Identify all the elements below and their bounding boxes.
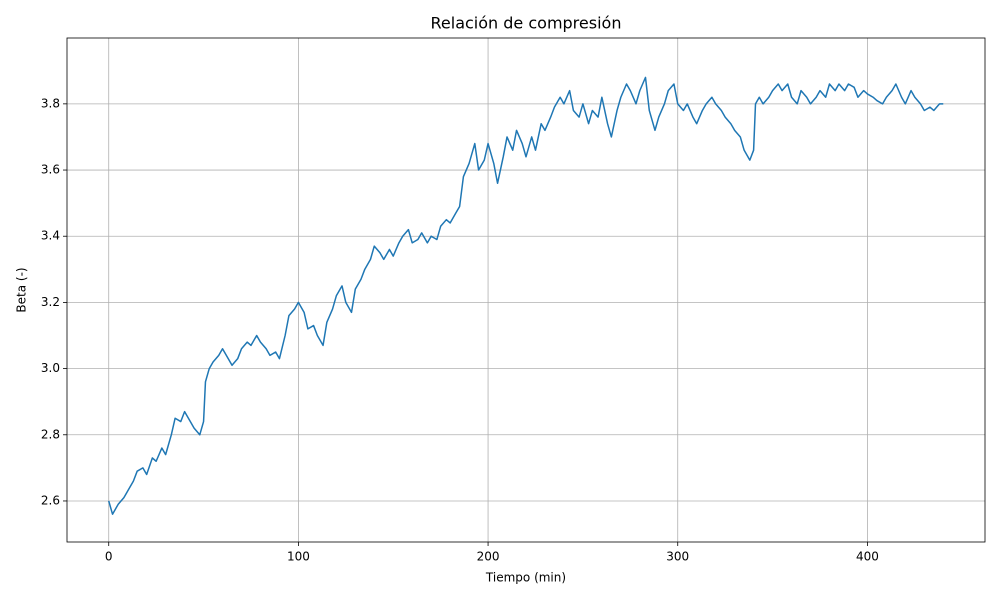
y-axis-label: Beta (-) bbox=[15, 267, 29, 312]
y-tick-label: 3.6 bbox=[41, 163, 60, 177]
x-axis-label: Tiempo (min) bbox=[485, 571, 566, 585]
x-tick-label: 200 bbox=[477, 550, 500, 564]
y-tick-label: 3.4 bbox=[41, 229, 60, 243]
y-tick-label: 2.8 bbox=[41, 427, 60, 441]
x-tick-label: 0 bbox=[105, 550, 113, 564]
y-tick-label: 3.8 bbox=[41, 96, 60, 110]
y-tick-label: 2.6 bbox=[41, 493, 60, 507]
plot-frame bbox=[66, 37, 986, 543]
chart-title: Relación de compresión bbox=[431, 14, 622, 33]
y-tick-label: 3.2 bbox=[41, 295, 60, 309]
x-tick-label: 400 bbox=[856, 550, 879, 564]
x-tick-label: 300 bbox=[666, 550, 689, 564]
y-tick-label: 3.0 bbox=[41, 361, 60, 375]
data-line bbox=[108, 76, 944, 515]
x-tick-label: 100 bbox=[287, 550, 310, 564]
